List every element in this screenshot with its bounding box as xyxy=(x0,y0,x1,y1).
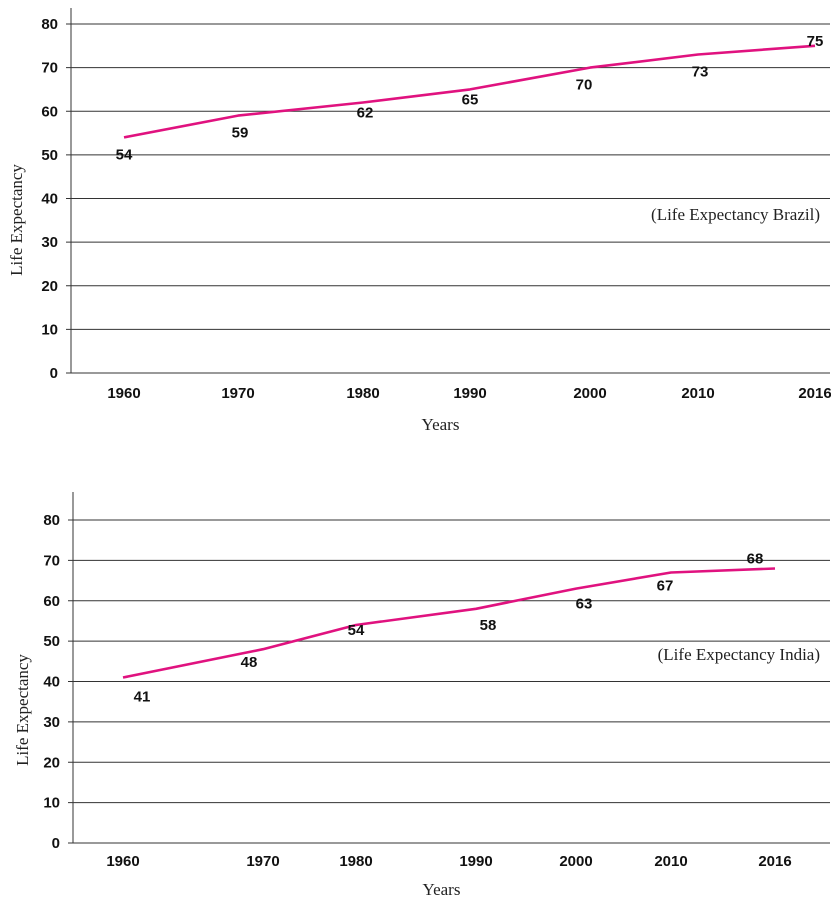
y-tick-label: 10 xyxy=(43,795,60,812)
data-label: 70 xyxy=(576,77,593,94)
x-tick-label: 2010 xyxy=(654,853,687,870)
data-label: 63 xyxy=(576,596,593,613)
x-tick-label: 1980 xyxy=(346,385,379,402)
data-label: 54 xyxy=(116,146,133,163)
chart-annotation: (Life Expectancy Brazil) xyxy=(651,205,820,224)
x-tick-label: 2000 xyxy=(573,385,606,402)
x-tick-label: 1970 xyxy=(221,385,254,402)
series-line xyxy=(122,567,776,679)
x-axis-label: Years xyxy=(422,415,460,434)
y-tick-label: 70 xyxy=(41,60,58,77)
x-tick-label: 1960 xyxy=(106,853,139,870)
data-label: 62 xyxy=(357,105,374,122)
india-chart: 0 10 20 30 40 50 60 70 80 1960 1970 1980 1990 2000 201… xyxy=(13,492,830,899)
y-tick-label: 60 xyxy=(43,593,60,610)
x-tick-label: 2010 xyxy=(681,385,714,402)
x-tick-label: 2016 xyxy=(758,853,791,870)
y-tick-label: 80 xyxy=(41,16,58,33)
y-axis-label: Life Expectancy xyxy=(7,164,26,276)
x-tick-label: 1960 xyxy=(107,385,140,402)
x-axis-label: Years xyxy=(423,880,461,899)
y-tick-label: 30 xyxy=(41,234,58,251)
data-label: 58 xyxy=(480,617,497,634)
y-tick-label: 80 xyxy=(43,512,60,529)
y-axis-label: Life Expectancy xyxy=(13,654,32,766)
data-label: 65 xyxy=(462,91,479,108)
y-tick-label: 40 xyxy=(43,674,60,691)
y-tick-label: 0 xyxy=(52,835,60,852)
y-tick-label: 20 xyxy=(41,278,58,295)
x-tick-label: 2016 xyxy=(798,385,831,402)
y-tick-label: 30 xyxy=(43,714,60,731)
brazil-chart: 0 10 20 30 40 50 60 70 80 1960 1970 1980 1990 2000 201… xyxy=(7,8,831,434)
x-tick-label: 1990 xyxy=(453,385,486,402)
y-tick-label: 20 xyxy=(43,754,60,771)
series-line xyxy=(123,44,816,139)
y-tick-label: 50 xyxy=(43,633,60,650)
y-tick-label: 70 xyxy=(43,552,60,569)
data-label: 67 xyxy=(657,577,674,594)
data-label: 41 xyxy=(134,688,151,705)
data-label: 73 xyxy=(692,64,709,81)
x-tick-label: 1970 xyxy=(246,853,279,870)
y-tick-label: 50 xyxy=(41,147,58,164)
data-label: 54 xyxy=(348,622,365,639)
data-label: 59 xyxy=(232,125,249,142)
y-tick-label: 60 xyxy=(41,103,58,120)
x-tick-label: 1980 xyxy=(339,853,372,870)
x-tick-label: 1990 xyxy=(459,853,492,870)
x-tick-label: 2000 xyxy=(559,853,592,870)
chart-annotation: (Life Expectancy India) xyxy=(658,645,820,664)
data-label: 48 xyxy=(241,654,258,671)
y-tick-label: 0 xyxy=(50,365,58,382)
data-label: 75 xyxy=(807,33,824,50)
data-label: 68 xyxy=(747,550,764,567)
y-tick-label: 40 xyxy=(41,191,58,208)
y-tick-label: 10 xyxy=(41,321,58,338)
